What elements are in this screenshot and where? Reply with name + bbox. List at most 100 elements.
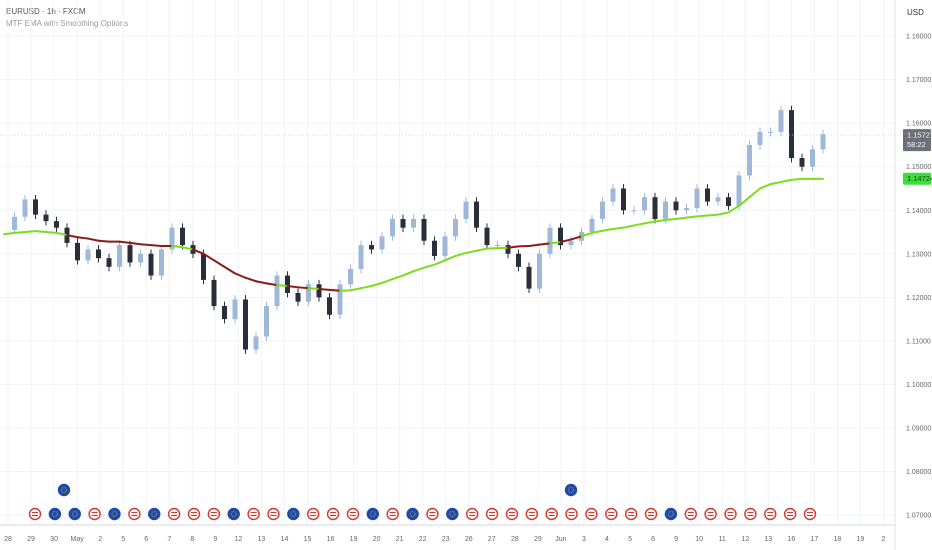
us-flag-icon[interactable] bbox=[307, 507, 320, 521]
us-flag-icon[interactable] bbox=[565, 507, 578, 521]
x-tick-label: 20 bbox=[373, 536, 381, 543]
eu-flag-stars bbox=[667, 511, 674, 517]
candle-body bbox=[789, 110, 794, 159]
candle-body bbox=[222, 306, 227, 320]
eu-flag-icon[interactable] bbox=[57, 483, 71, 497]
us-flag-icon[interactable] bbox=[485, 507, 499, 521]
ema-segment bbox=[391, 274, 404, 281]
eu-flag-icon[interactable] bbox=[406, 507, 419, 521]
y-tick-label: 1.08000 bbox=[906, 469, 931, 476]
ema-segment bbox=[601, 227, 614, 232]
us-flag-icon[interactable] bbox=[505, 507, 519, 521]
us-flag-icon[interactable] bbox=[426, 507, 439, 521]
us-flag-icon[interactable] bbox=[167, 507, 181, 521]
x-tick-label: 13 bbox=[764, 536, 772, 543]
x-tick-label: 10 bbox=[695, 536, 703, 543]
y-tick-label: 1.16000 bbox=[906, 121, 931, 128]
eu-flag-icon[interactable] bbox=[664, 507, 678, 521]
indicator-title[interactable]: MTF EMA with Smoothing Options bbox=[6, 19, 129, 28]
eu-flag-icon[interactable] bbox=[68, 507, 81, 521]
us-flag-icon[interactable] bbox=[783, 507, 797, 521]
eu-flag-stars bbox=[111, 511, 118, 517]
us-flag-icon[interactable] bbox=[247, 507, 260, 521]
us-flag-icon[interactable] bbox=[605, 507, 618, 521]
us-flag-icon[interactable] bbox=[267, 507, 280, 521]
candle-body bbox=[337, 284, 343, 315]
us-flag-icon[interactable] bbox=[684, 507, 697, 521]
x-tick-label: 27 bbox=[488, 536, 496, 543]
candle-body bbox=[180, 227, 185, 246]
ema-segment bbox=[769, 180, 782, 186]
candle-body bbox=[589, 218, 595, 233]
us-flag-icon[interactable] bbox=[346, 507, 360, 521]
y-tick-label: 1.14000 bbox=[906, 208, 931, 215]
us-flag-icon[interactable] bbox=[803, 507, 817, 521]
us-flag-icon[interactable] bbox=[187, 507, 201, 521]
countdown-value: 58:22 bbox=[907, 140, 926, 149]
y-tick-label: 1.18000 bbox=[906, 34, 931, 41]
us-flag-icon[interactable] bbox=[585, 507, 598, 521]
us-flag-icon[interactable] bbox=[764, 507, 777, 521]
symbol-title[interactable]: EURUSD · 1h · FXCM bbox=[6, 7, 86, 16]
ema-segment bbox=[507, 245, 520, 249]
eu-flag-stars bbox=[61, 487, 67, 493]
ema-segment bbox=[381, 278, 394, 284]
ema-segment bbox=[675, 216, 688, 220]
us-flag-icon[interactable] bbox=[128, 507, 141, 521]
candle-body bbox=[264, 306, 269, 337]
us-flag-icon[interactable] bbox=[386, 507, 399, 521]
us-flag-icon[interactable] bbox=[644, 507, 658, 521]
us-flag-icon[interactable] bbox=[545, 507, 558, 521]
eu-flag-icon[interactable] bbox=[227, 507, 240, 521]
candle-body bbox=[117, 245, 122, 267]
y-tick-label: 1.15000 bbox=[906, 164, 931, 171]
us-flag-icon[interactable] bbox=[624, 507, 638, 521]
us-flag-icon[interactable] bbox=[326, 507, 340, 521]
ema-price-tag[interactable] bbox=[903, 172, 931, 185]
candle-body bbox=[285, 275, 290, 293]
x-tick-label: 28 bbox=[511, 536, 519, 543]
ema-segment bbox=[454, 251, 467, 257]
eu-flag-icon[interactable] bbox=[287, 507, 300, 521]
candle-body bbox=[799, 158, 805, 167]
ema-segment bbox=[444, 254, 457, 262]
ema-segment bbox=[297, 286, 310, 290]
x-tick-label: 17 bbox=[810, 536, 818, 543]
ema-segment bbox=[265, 282, 278, 287]
us-flag-icon[interactable] bbox=[88, 507, 101, 521]
us-flag-icon[interactable] bbox=[28, 507, 42, 521]
eu-flag-icon[interactable] bbox=[48, 507, 62, 521]
x-tick-label: 29 bbox=[534, 536, 542, 543]
x-tick-label: 16 bbox=[787, 536, 795, 543]
us-flag-icon[interactable] bbox=[744, 507, 757, 521]
eu-flag-icon[interactable] bbox=[446, 507, 459, 521]
eu-flag-icon[interactable] bbox=[148, 507, 161, 521]
x-tick-label: 6 bbox=[144, 536, 148, 543]
us-flag-icon[interactable] bbox=[724, 507, 737, 521]
candle-body bbox=[306, 284, 311, 302]
ema-segment bbox=[643, 220, 656, 225]
us-flag-icon[interactable] bbox=[207, 507, 221, 521]
last-price-tag[interactable] bbox=[903, 129, 931, 152]
ema-segment bbox=[276, 284, 289, 288]
ema-segment bbox=[538, 242, 551, 246]
ema-segment bbox=[360, 285, 373, 290]
us-flag-icon[interactable] bbox=[704, 507, 717, 521]
candle-body bbox=[558, 227, 563, 246]
candle-body bbox=[400, 218, 406, 228]
ema-segment bbox=[318, 288, 331, 291]
eu-flag-stars bbox=[71, 511, 78, 517]
ema-segment bbox=[717, 211, 730, 216]
eu-flag-icon[interactable] bbox=[108, 507, 121, 521]
us-flag-icon[interactable] bbox=[465, 507, 479, 521]
us-flag-icon[interactable] bbox=[525, 507, 538, 521]
currency-label[interactable]: USD bbox=[907, 8, 924, 17]
x-tick-label: 9 bbox=[213, 536, 217, 543]
ema-segment bbox=[612, 226, 625, 230]
ema-segment bbox=[622, 224, 635, 229]
eu-flag-icon[interactable] bbox=[564, 483, 578, 497]
y-tick-label: 1.10000 bbox=[906, 382, 931, 389]
candle-body bbox=[75, 242, 80, 261]
eu-flag-icon[interactable] bbox=[366, 507, 380, 521]
